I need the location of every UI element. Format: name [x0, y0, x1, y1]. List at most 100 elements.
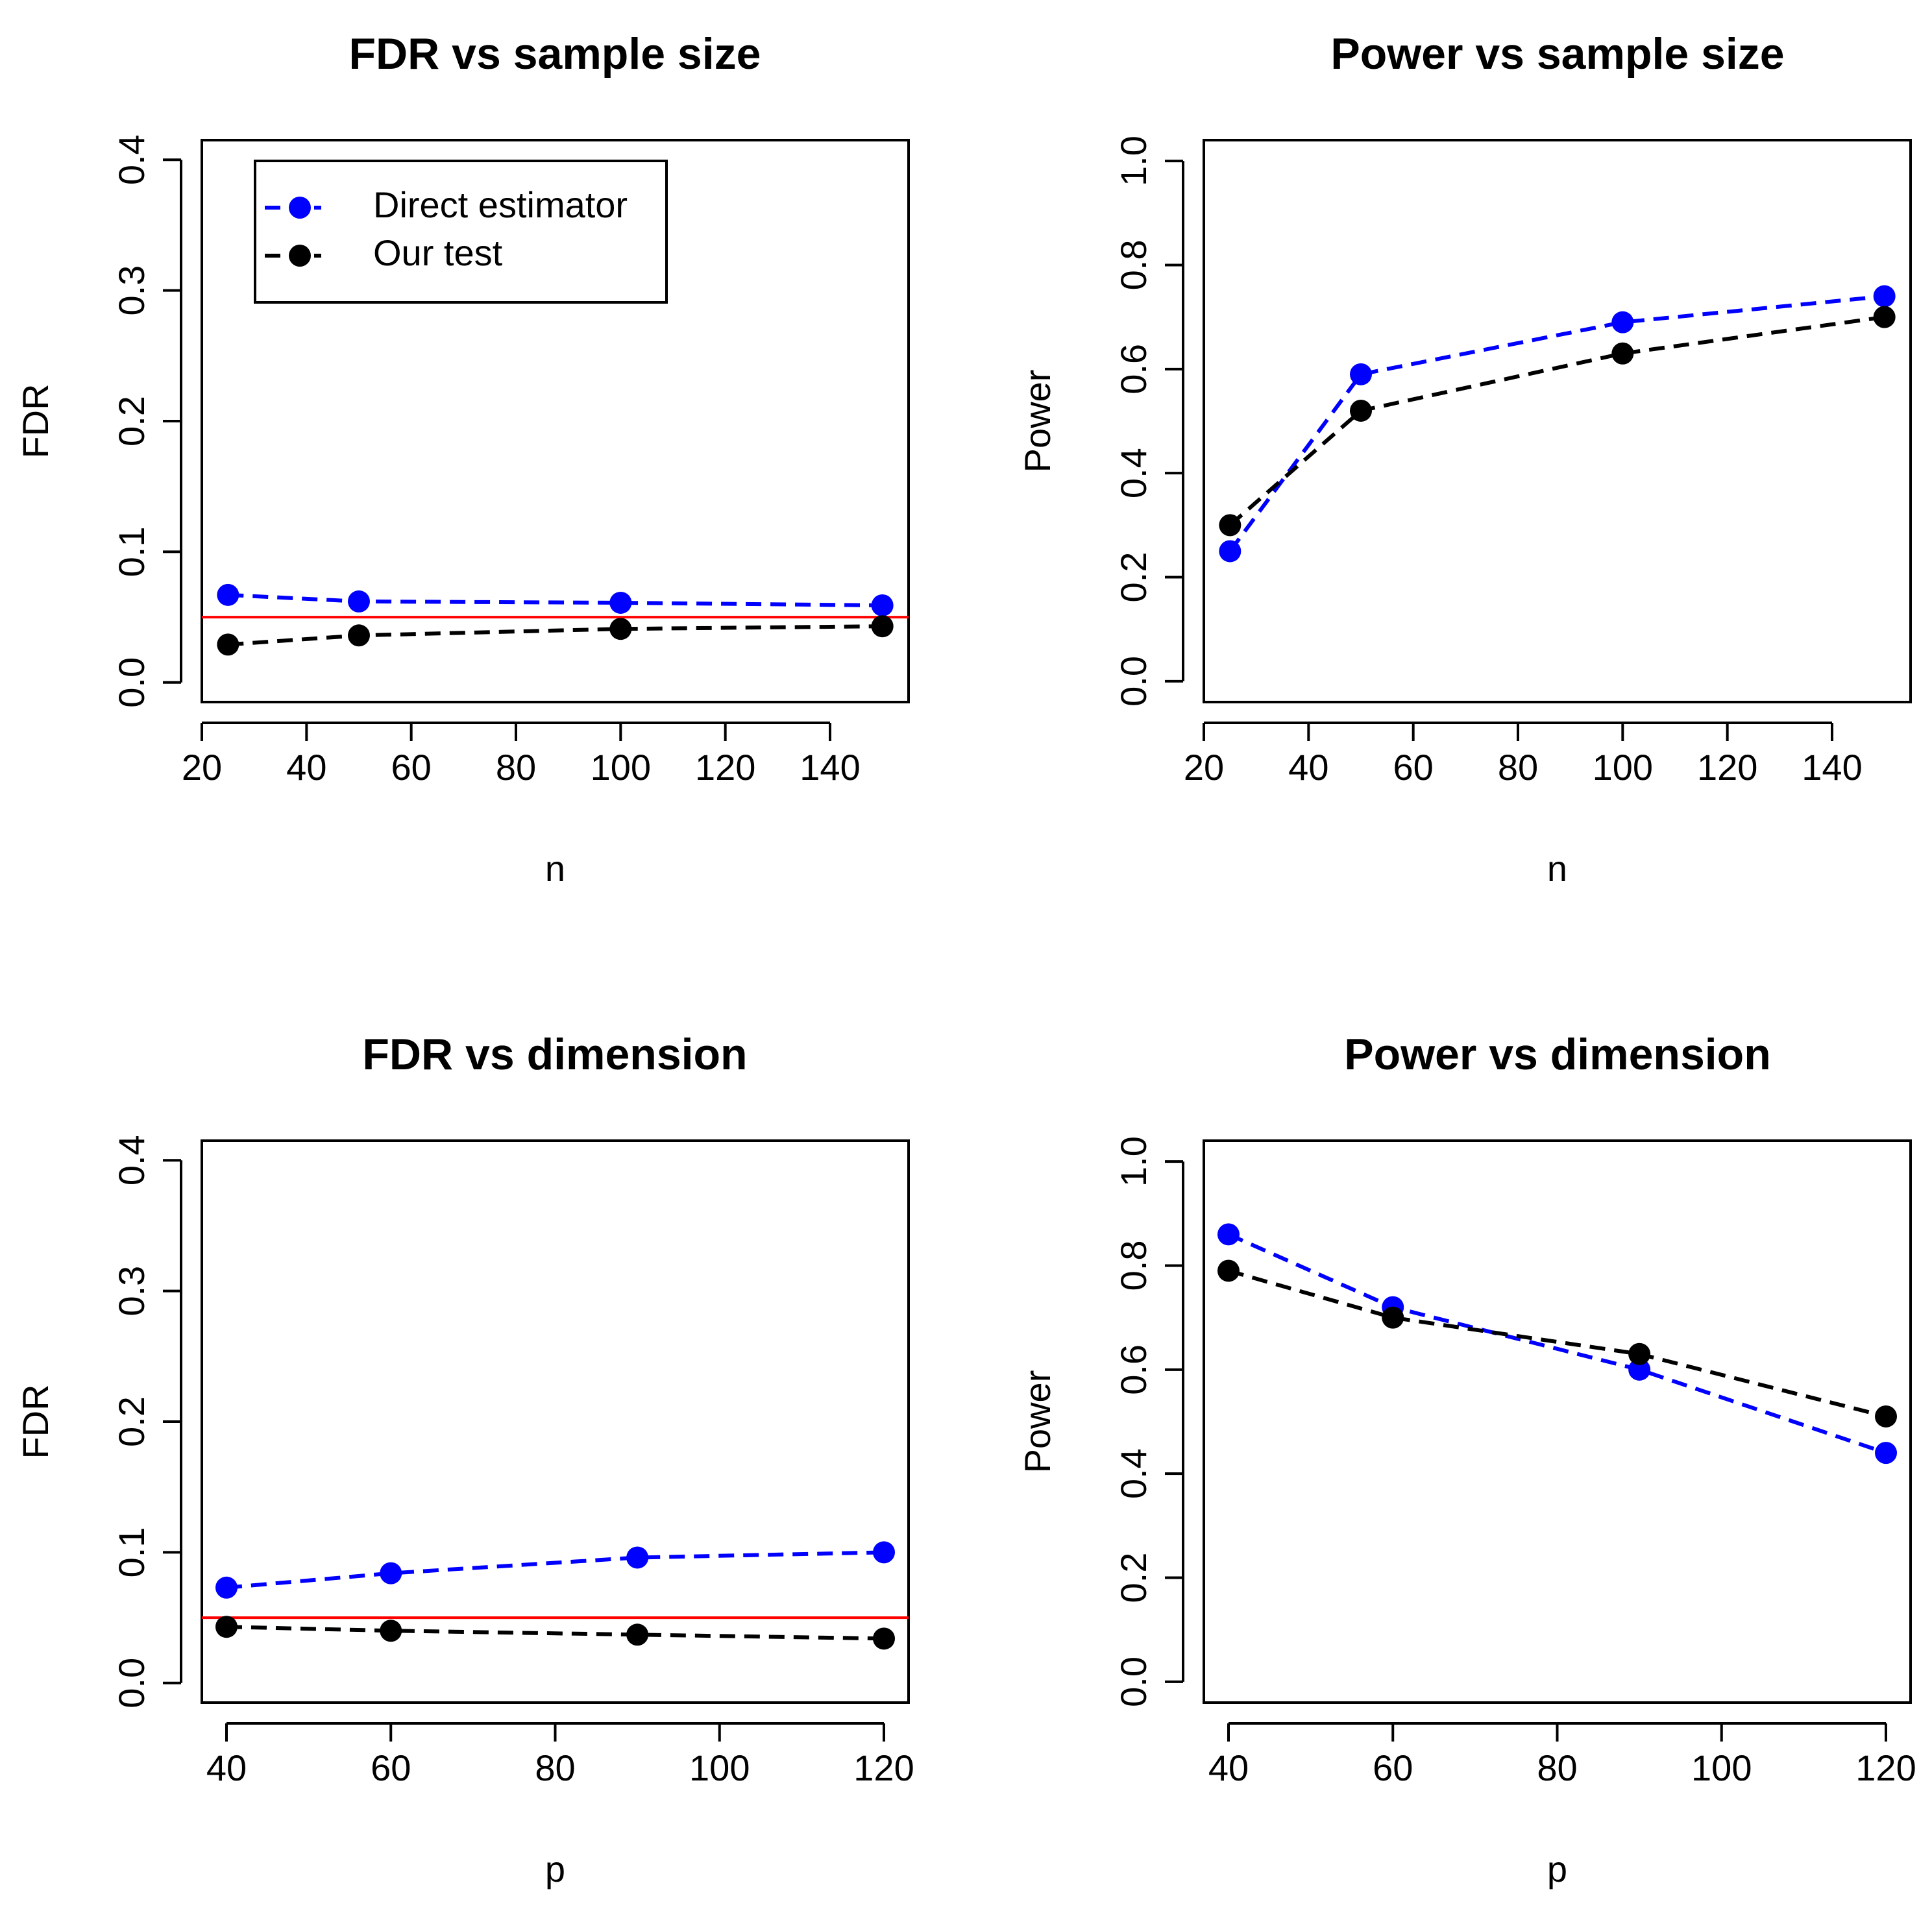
data-point: [1628, 1358, 1651, 1381]
y-tick-label: 0.8: [1113, 1241, 1154, 1291]
chart-title: FDR vs sample size: [349, 29, 761, 79]
series-line-1: [1229, 315, 1885, 527]
data-point: [1219, 514, 1241, 537]
data-point: [609, 591, 632, 614]
data-point: [1219, 540, 1241, 563]
x-tick-label: 40: [206, 1747, 247, 1788]
data-point: [380, 1562, 402, 1585]
data-point: [217, 633, 239, 656]
y-tick-label: 0.8: [1113, 240, 1154, 291]
data-point: [871, 594, 894, 616]
data-point: [609, 618, 632, 640]
x-axis-label: n: [545, 848, 565, 889]
x-tick-label: 120: [1855, 1747, 1916, 1788]
legend-marker: [289, 197, 311, 219]
x-tick-label: 40: [1288, 747, 1328, 788]
data-point: [348, 590, 370, 613]
data-point: [1628, 1342, 1651, 1365]
y-axis-label: Power: [1017, 370, 1058, 473]
y-tick-label: 0.6: [1113, 344, 1154, 395]
y-tick-label: 0.4: [1113, 448, 1154, 498]
x-tick-label: 80: [496, 747, 536, 788]
plot-frame: [1203, 1139, 1912, 1704]
x-tick-label: 120: [853, 1747, 914, 1788]
y-tick-label: 1.0: [1113, 1136, 1154, 1187]
x-axis-label: n: [1547, 848, 1567, 889]
legend-label: Direct estimator: [373, 184, 628, 225]
data-point: [626, 1623, 649, 1646]
y-tick-label: 0.1: [111, 1527, 152, 1577]
y-tick-label: 0.0: [111, 1658, 152, 1708]
panel-power-vs-sample-size: Power vs sample size 20 40 60 80 100 120 140 n 0.…: [1017, 29, 1912, 889]
y-tick-label: 0.6: [1113, 1344, 1154, 1395]
data-point: [626, 1546, 649, 1569]
data-point: [215, 1576, 238, 1599]
legend: Direct estimator Our test: [254, 160, 668, 304]
series-line-0: [228, 592, 883, 607]
x-tick-label: 40: [1208, 1747, 1249, 1788]
series-line-0: [1228, 294, 1885, 553]
y-tick-label: 0.1: [111, 526, 152, 577]
y-tick-label: 0.3: [111, 265, 152, 316]
data-point: [1217, 1223, 1240, 1246]
series-line-1: [226, 1625, 885, 1641]
chart-title: Power vs dimension: [1344, 1030, 1771, 1079]
x-tick-label: 100: [1691, 1747, 1752, 1788]
y-tick-label: 0.0: [111, 657, 152, 708]
y-tick-label: 0.4: [111, 134, 152, 185]
series-line-1: [1228, 1269, 1887, 1418]
data-point: [1611, 311, 1634, 334]
plot-frame: [201, 1139, 910, 1704]
x-tick-label: 60: [1373, 1747, 1413, 1788]
y-tick-label: 0.2: [111, 1396, 152, 1447]
data-point: [1873, 306, 1896, 328]
data-point: [871, 615, 894, 638]
plot-frame: [1203, 139, 1912, 703]
data-point: [1875, 1442, 1898, 1464]
y-axis-label: FDR: [15, 383, 56, 458]
x-tick-label: 140: [1802, 747, 1862, 788]
y-tick-label: 0.2: [1113, 1553, 1154, 1603]
x-tick-label: 120: [1697, 747, 1757, 788]
y-tick-label: 0.2: [111, 396, 152, 446]
x-tick-label: 80: [535, 1747, 575, 1788]
data-point: [348, 624, 370, 647]
y-axis-label: Power: [1017, 1370, 1058, 1474]
x-tick-label: 60: [391, 747, 432, 788]
data-point: [873, 1541, 896, 1564]
data-point: [1350, 399, 1372, 422]
data-point: [1350, 363, 1372, 385]
y-tick-label: 0.0: [1113, 656, 1154, 707]
data-point: [380, 1620, 402, 1642]
y-axis-label: FDR: [15, 1384, 56, 1459]
panel-fdr-vs-dimension: FDR vs dimension 40 60 80 100 120 p 0.0 0.1 0.2 0.…: [15, 1030, 914, 1889]
data-point: [1382, 1306, 1404, 1329]
x-tick-label: 140: [800, 747, 860, 788]
panel-power-vs-dimension: Power vs dimension 40 60 80 100 120 p 0.0 0.2 0.4…: [1017, 1030, 1916, 1889]
legend-marker: [289, 245, 311, 267]
x-axis-label: p: [1547, 1849, 1567, 1889]
series-line-0: [226, 1550, 885, 1590]
data-point: [873, 1627, 896, 1650]
y-tick-label: 0.0: [1113, 1657, 1154, 1707]
plot-frame: [201, 139, 910, 703]
x-tick-label: 20: [1184, 747, 1224, 788]
x-tick-label: 100: [591, 747, 651, 788]
legend-box: [254, 160, 668, 304]
data-point: [1873, 285, 1896, 308]
data-point: [215, 1616, 238, 1638]
data-point: [1217, 1259, 1240, 1282]
y-tick-label: 0.2: [1113, 552, 1154, 603]
data-point: [217, 583, 239, 606]
x-axis-label: p: [545, 1849, 565, 1889]
x-tick-label: 60: [371, 1747, 411, 1788]
series-line-0: [1227, 1232, 1887, 1455]
legend-label: Our test: [373, 232, 503, 273]
data-point: [1875, 1405, 1898, 1427]
x-tick-label: 80: [1537, 1747, 1577, 1788]
x-tick-label: 100: [1593, 747, 1653, 788]
x-tick-label: 60: [1393, 747, 1434, 788]
y-tick-label: 0.3: [111, 1266, 152, 1317]
panel-fdr-vs-sample-size: FDR vs sample size 20 40 60 80 100 120 140 n 0.0 0…: [15, 29, 910, 889]
